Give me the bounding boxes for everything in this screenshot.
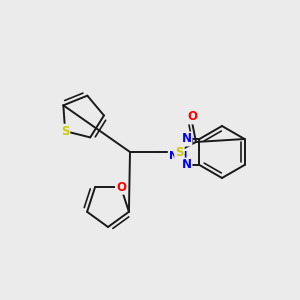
Text: N: N: [182, 133, 191, 146]
Text: O: O: [187, 110, 197, 124]
Text: S: S: [175, 146, 184, 158]
Text: N: N: [182, 158, 191, 172]
Text: O: O: [116, 181, 126, 194]
Text: S: S: [61, 124, 69, 138]
Text: NH: NH: [169, 151, 187, 161]
